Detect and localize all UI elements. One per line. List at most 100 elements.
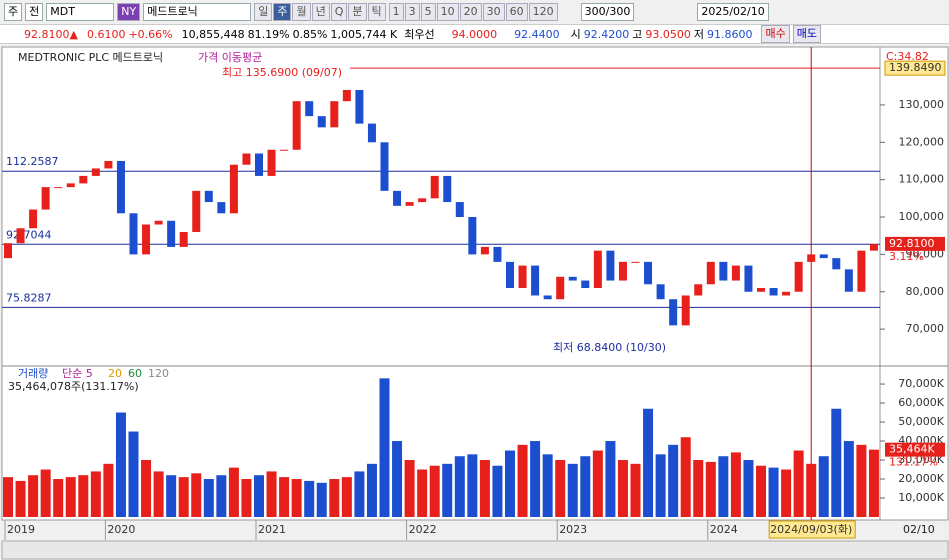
candle [744, 265, 753, 292]
volume-bar [178, 477, 189, 517]
scope[interactable]: 전 [25, 3, 44, 21]
volume-bar [567, 463, 578, 517]
ma-label: 20 [108, 367, 122, 380]
info-bar: 92.8100▲ 0.6100 +0.66% 10,855,448 81.19%… [0, 24, 949, 44]
market[interactable]: 주 [4, 3, 23, 21]
x-tick-label: 2019 [7, 523, 35, 536]
volume-bar [404, 460, 415, 517]
scrollbar[interactable] [1, 540, 949, 560]
period-button[interactable]: 일 [254, 3, 273, 21]
candle [731, 265, 740, 281]
candle [631, 261, 640, 263]
x-tick-label: 2021 [258, 523, 286, 536]
volume-bar [868, 449, 879, 517]
candle [129, 213, 138, 255]
candle [694, 284, 703, 296]
bid: 92.4400 [514, 27, 560, 41]
volume-bar [329, 479, 340, 517]
volume-bar [429, 465, 440, 517]
count-total: /300 [605, 5, 631, 18]
y-tick-label: 60,000K [898, 396, 944, 409]
volume-bar [442, 463, 453, 517]
candle [242, 153, 251, 165]
candle [66, 183, 75, 188]
interval-button[interactable]: 5 [420, 3, 436, 21]
sell-button[interactable]: 매도 [792, 25, 821, 43]
candle [267, 149, 276, 176]
candle [405, 202, 414, 206]
date[interactable]: 2025/02/10 [697, 3, 769, 21]
candle [869, 243, 878, 251]
volume-bar [166, 475, 177, 517]
candle [468, 217, 477, 255]
candle [217, 202, 226, 214]
x-tick-label: 2022 [409, 523, 437, 536]
volume-bar [266, 471, 277, 517]
candle [493, 246, 502, 262]
x-tick-label: 2023 [559, 523, 587, 536]
volume-bar [806, 463, 817, 517]
count-value: 300 [584, 5, 606, 18]
volume-bar [580, 456, 591, 517]
candle [593, 250, 602, 289]
end-label: 02/10 [903, 523, 935, 536]
volume-bar [141, 460, 152, 517]
interval-button[interactable]: 30 [482, 3, 505, 21]
interval-button[interactable]: 60 [505, 3, 528, 21]
interval-button[interactable]: 1 [388, 3, 404, 21]
count[interactable]: 300/300 [580, 3, 635, 21]
low-annotation: 최저 68.8400 (10/30) [553, 341, 666, 354]
volume-bar [592, 450, 603, 517]
interval-button[interactable]: 120 [528, 3, 558, 21]
period-button[interactable]: 월 [292, 3, 311, 21]
candle [280, 149, 289, 151]
candle [644, 261, 653, 285]
interval-button[interactable]: 20 [459, 3, 482, 21]
buy-button[interactable]: 매수 [761, 25, 790, 43]
candle [794, 261, 803, 292]
volume-bar [605, 441, 616, 517]
candle [204, 190, 213, 203]
volume-bar [354, 471, 365, 517]
period-button[interactable]: 틱 [367, 3, 386, 21]
price: 92.8100▲ [24, 27, 78, 41]
volume-bar [555, 460, 566, 517]
low-label: 저 [693, 28, 704, 41]
stock-name: 메드트로닉 [143, 3, 252, 21]
candle [393, 190, 402, 206]
volume-bar [743, 460, 754, 517]
c-label: C:34.82 [886, 50, 929, 63]
candle [568, 276, 577, 281]
volume-bar [705, 461, 716, 517]
ask: 94.0000 [451, 27, 498, 41]
ma-label: 120 [148, 367, 169, 380]
x-tick-label: 2020 [107, 523, 135, 536]
candle [480, 246, 489, 255]
volume-last-label: 35,464K [889, 443, 935, 456]
exchange[interactable]: NY [117, 3, 141, 21]
turnover: 0.85% [292, 27, 328, 41]
volume-bar [643, 408, 654, 517]
symbol[interactable]: MDT [46, 3, 115, 21]
interval-button[interactable]: 10 [436, 3, 459, 21]
y-tick-label: 70,000K [898, 377, 944, 390]
best-label: 최우선 [404, 28, 435, 41]
candle [79, 175, 88, 184]
period-button[interactable]: 분 [348, 3, 367, 21]
volume-bar [693, 460, 704, 517]
y-tick-label: 130,000 [899, 98, 945, 111]
volume-bar [15, 480, 26, 517]
period-button[interactable]: 년 [311, 3, 330, 21]
candle [91, 168, 100, 176]
interval-button[interactable]: 3 [404, 3, 420, 21]
period-button[interactable]: Q [330, 3, 348, 21]
high: 93.0500 [645, 27, 691, 41]
volume-bar [254, 475, 264, 517]
y-tick-label: 10,000K [898, 491, 944, 504]
candle [581, 280, 590, 289]
max-box [884, 60, 946, 76]
period-button[interactable]: 주 [273, 3, 292, 21]
volume-bar [366, 463, 377, 517]
chart-subtitle: 가격 이동평균 [198, 51, 262, 64]
